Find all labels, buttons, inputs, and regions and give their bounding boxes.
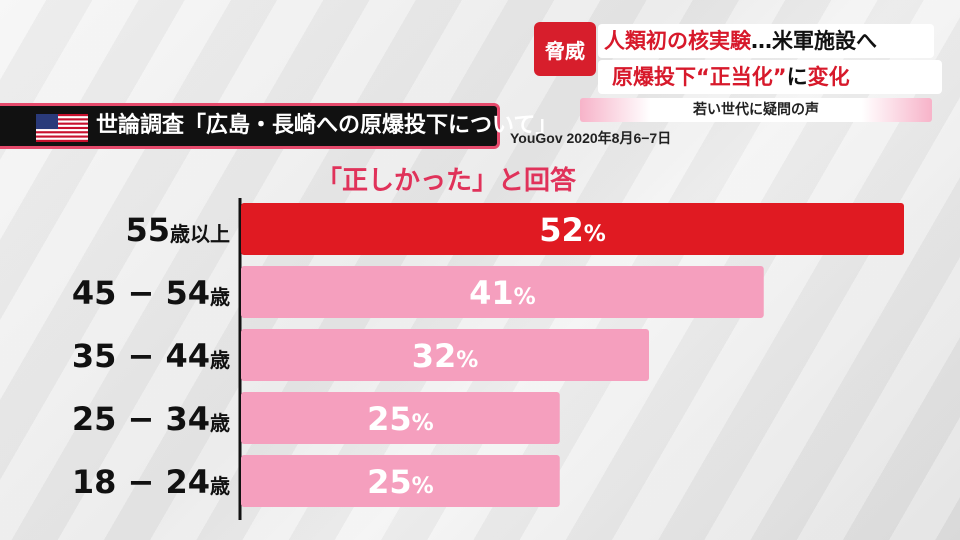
headline-2-red2: 変化 bbox=[807, 65, 850, 89]
category-label-0: 55歳以上 bbox=[125, 211, 230, 249]
category-label-2: 35 − 44歳 bbox=[72, 337, 230, 375]
source-note: YouGov 2020年8月6−7日 bbox=[510, 130, 672, 146]
sub-headline: 若い世代に疑問の声 bbox=[580, 98, 932, 122]
chart-subtitle: 「正しかった」と回答 bbox=[316, 166, 577, 196]
bar-3 bbox=[241, 392, 560, 444]
category-label-4: 18 − 24歳 bbox=[72, 463, 230, 501]
value-label-4: 25% bbox=[367, 463, 434, 501]
bar-0 bbox=[241, 203, 904, 255]
value-label-1: 41% bbox=[469, 274, 536, 312]
bar-2 bbox=[241, 329, 649, 381]
headline-line-1: 人類初の核実験…米軍施設へ bbox=[598, 24, 934, 58]
category-label-3: 25 − 34歳 bbox=[72, 400, 230, 438]
headline-line-2: 原爆投下“正当化”に変化 bbox=[598, 60, 942, 94]
threat-tag: 脅威 bbox=[534, 22, 596, 76]
news-headline-box: 脅威 人類初の核実験…米軍施設へ 原爆投下“正当化”に変化 若い世代に疑問の声 bbox=[534, 22, 942, 122]
bar-4 bbox=[241, 455, 560, 507]
headline-2-black: に bbox=[786, 65, 808, 89]
us-flag-icon bbox=[36, 114, 88, 142]
headline-2-red: 原爆投下“正当化” bbox=[612, 65, 787, 89]
headline-1-red: 人類初の核実験 bbox=[604, 29, 751, 53]
headline-1-black: …米軍施設へ bbox=[751, 29, 877, 53]
value-label-2: 32% bbox=[412, 337, 479, 375]
chart-title: 世論調査「広島・長崎への原爆投下について」 bbox=[96, 113, 558, 138]
category-label-1: 45 − 54歳 bbox=[72, 274, 230, 312]
value-label-0: 52% bbox=[539, 211, 606, 249]
value-label-3: 25% bbox=[367, 400, 434, 438]
bar-1 bbox=[241, 266, 764, 318]
title-bar: 世論調査「広島・長崎への原爆投下について」 bbox=[0, 103, 557, 149]
